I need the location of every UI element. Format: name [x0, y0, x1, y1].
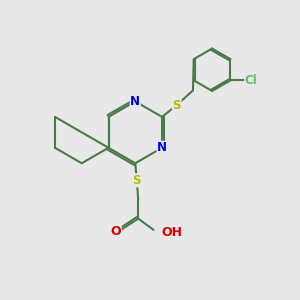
Text: O: O — [110, 225, 121, 238]
Text: OH: OH — [162, 226, 183, 239]
Text: N: N — [130, 95, 140, 108]
Text: N: N — [157, 141, 167, 154]
Text: S: S — [172, 99, 181, 112]
Text: S: S — [133, 174, 141, 187]
Text: Cl: Cl — [245, 74, 257, 87]
